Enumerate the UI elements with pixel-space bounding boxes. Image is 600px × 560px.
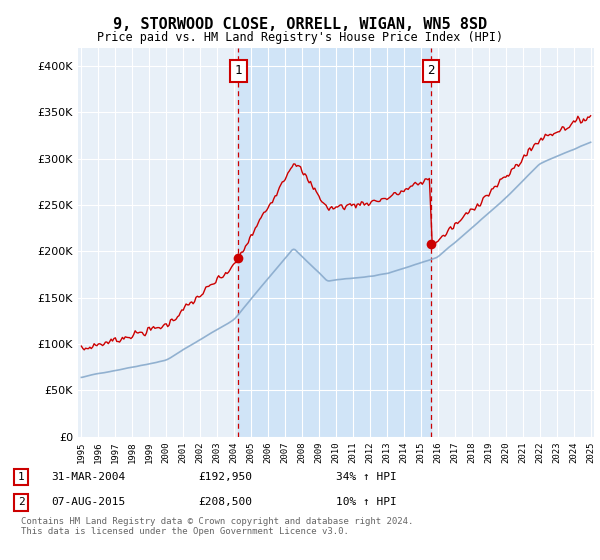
Bar <box>238 48 431 437</box>
Text: Price paid vs. HM Land Registry's House Price Index (HPI): Price paid vs. HM Land Registry's House … <box>97 31 503 44</box>
Text: 07-AUG-2015: 07-AUG-2015 <box>51 497 125 507</box>
Text: 31-MAR-2004: 31-MAR-2004 <box>51 472 125 482</box>
Text: 10% ↑ HPI: 10% ↑ HPI <box>336 497 397 507</box>
Text: £192,950: £192,950 <box>198 472 252 482</box>
Text: 34% ↑ HPI: 34% ↑ HPI <box>336 472 397 482</box>
Text: 9, STORWOOD CLOSE, ORRELL, WIGAN, WN5 8SD: 9, STORWOOD CLOSE, ORRELL, WIGAN, WN5 8S… <box>113 17 487 32</box>
Text: Contains HM Land Registry data © Crown copyright and database right 2024.
This d: Contains HM Land Registry data © Crown c… <box>21 517 413 536</box>
Text: 1: 1 <box>17 472 25 482</box>
Text: 2: 2 <box>17 497 25 507</box>
Text: 2: 2 <box>427 64 434 77</box>
Text: £208,500: £208,500 <box>198 497 252 507</box>
Text: 1: 1 <box>235 64 242 77</box>
